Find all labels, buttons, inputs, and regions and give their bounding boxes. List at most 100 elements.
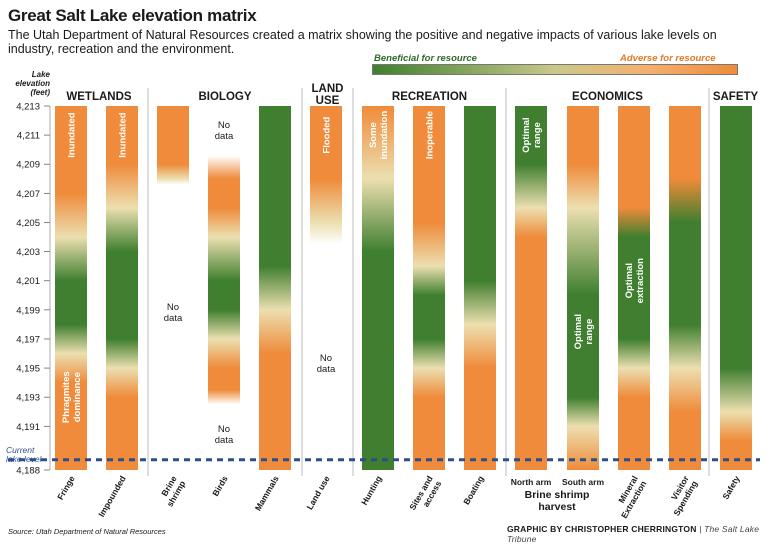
y-tick-label: 4,191: [16, 422, 40, 433]
category-label: BIOLOGY: [198, 91, 251, 103]
y-tick-label: 4,205: [16, 218, 40, 229]
column-note-text: Inundated: [118, 112, 129, 158]
column-bar-2: [106, 106, 138, 470]
column-note-text: dominance: [72, 372, 83, 422]
column-note-text: Inundated: [67, 112, 78, 158]
x-category-text: Impounded: [96, 474, 128, 519]
column-note-text: Some: [368, 122, 379, 148]
x-category-label: Land use: [304, 474, 331, 512]
chart-subtitle: The Utah Department of Natural Resources…: [8, 28, 717, 56]
x-category-text: Mammals: [253, 474, 281, 513]
subgroup-label: harvest: [538, 501, 576, 513]
column-note-label: Inundated: [118, 112, 129, 158]
x-category-label: North arm: [511, 477, 552, 487]
column-note-label: Flooded: [322, 116, 333, 153]
legend-gradient-bar: [372, 64, 738, 75]
category-label: WETLANDS: [66, 91, 131, 103]
column-bar-1: [55, 106, 87, 470]
y-tick-label: 4,213: [16, 102, 40, 113]
column-note-label: Some inundation: [368, 111, 390, 160]
x-category-label: Birds: [210, 474, 230, 498]
no-data-label: No: [218, 424, 230, 435]
column-note-text: Optimal: [573, 314, 584, 349]
x-category-label: Hunting: [359, 474, 384, 507]
no-data-label: data: [164, 313, 183, 324]
subgroup-label: Brine shrimp: [525, 489, 590, 501]
column-note-text: range: [532, 122, 543, 148]
chart-title: Great Salt Lake elevation matrix: [8, 6, 257, 25]
no-data-label: No: [320, 353, 332, 364]
column-note-text: Optimal: [624, 263, 635, 298]
x-category-label: Safety: [720, 474, 742, 501]
column-bar-3: [157, 106, 189, 470]
x-category-label: South arm: [562, 477, 604, 487]
x-category-text: Land use: [304, 474, 331, 512]
no-data-label: data: [317, 364, 336, 375]
category-label: USE: [316, 95, 340, 107]
no-data-label: data: [215, 435, 234, 446]
column-bar-6: [310, 106, 342, 470]
legend-beneficial-label: Beneficial for resource: [374, 53, 477, 64]
x-category-text: Fringe: [55, 474, 77, 502]
column-note-label: Optimal range: [521, 117, 543, 152]
category-label: SAFETY: [713, 91, 759, 103]
column-note-text: Phragmites: [61, 371, 72, 423]
y-tick-label: 4,211: [17, 131, 40, 142]
column-bar-10: [515, 106, 547, 470]
category-label: LAND: [312, 83, 344, 95]
x-category-text: Birds: [210, 474, 230, 498]
column-note-label: Inundated: [67, 112, 78, 158]
credit-publication: | The Salt Lake Tribune: [507, 524, 760, 544]
column-note-text: range: [584, 319, 595, 345]
column-note-label: Optimal extraction: [624, 258, 646, 304]
x-category-text: Hunting: [359, 474, 384, 507]
column-note-label: Inoperable: [425, 111, 436, 159]
column-note-text: Flooded: [322, 116, 333, 153]
column-bar-14: [720, 106, 752, 470]
x-category-label: Fringe: [55, 474, 77, 502]
column-bar-7: [362, 106, 394, 470]
column-note-label: Optimal range: [573, 314, 595, 349]
column-note-text: Optimal: [521, 117, 532, 152]
column-note-text: Inoperable: [425, 111, 436, 159]
x-category-text: Safety: [720, 474, 742, 501]
category-label: ECONOMICS: [572, 91, 643, 103]
credit-author: GRAPHIC BY CHRISTOPHER CHERRINGTON: [507, 524, 697, 534]
column-bar-11: [567, 106, 599, 470]
y-tick-label: 4,193: [16, 393, 40, 404]
graphic-credit: GRAPHIC BY CHRISTOPHER CHERRINGTON | The…: [507, 524, 767, 544]
x-category-label: Impounded: [96, 474, 128, 519]
y-tick-label: 4,209: [16, 160, 40, 171]
category-label: RECREATION: [392, 91, 467, 103]
column-bar-9: [464, 106, 496, 470]
y-tick-label: 4,188: [16, 466, 40, 477]
column-note-text: inundation: [379, 111, 390, 160]
y-tick-label: 4,203: [16, 247, 40, 258]
x-category-label: Mammals: [253, 474, 281, 513]
y-tick-label: 4,195: [16, 364, 40, 375]
y-tick-label: 4,199: [16, 305, 40, 316]
column-bar-8: [413, 106, 445, 470]
no-data-label: data: [215, 131, 234, 142]
legend-adverse-label: Adverse for resource: [620, 53, 716, 64]
y-axis-title: Lake elevation (feet): [15, 70, 50, 97]
column-bar-13: [669, 106, 701, 470]
x-category-text: Boating: [461, 474, 485, 506]
y-tick-label: 4,207: [16, 189, 40, 200]
y-tick-label: 4,197: [16, 334, 40, 345]
no-data-label: No: [167, 302, 179, 313]
x-category-label: Boating: [461, 474, 485, 506]
column-bar-12: [618, 106, 650, 470]
column-note-text: extraction: [635, 258, 646, 304]
source-note: Source: Utah Department of Natural Resou…: [8, 527, 166, 536]
column-bar-4: [208, 106, 240, 470]
column-note-label: Phragmites dominance: [61, 371, 83, 423]
y-tick-label: 4,201: [16, 276, 40, 287]
column-bar-5: [259, 106, 291, 470]
no-data-label: No: [218, 120, 230, 131]
